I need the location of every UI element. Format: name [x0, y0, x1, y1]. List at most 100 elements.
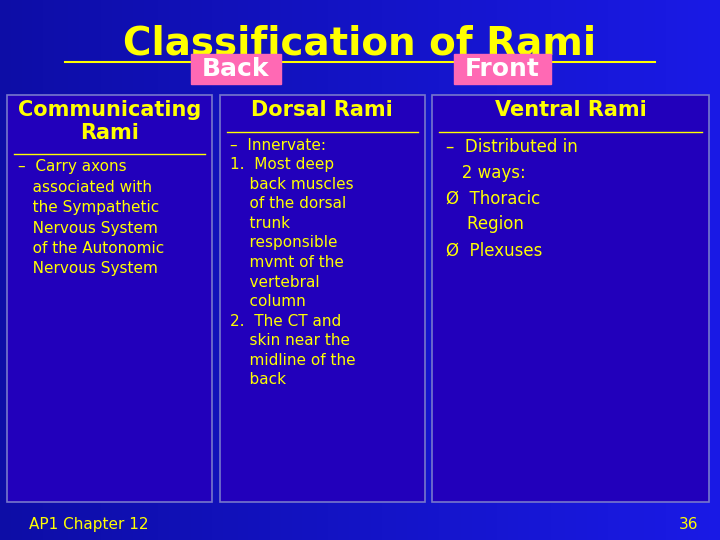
Bar — [526, 0, 529, 540]
Bar — [29, 0, 32, 540]
Bar — [180, 0, 184, 540]
Bar — [256, 0, 259, 540]
Bar — [263, 0, 266, 540]
FancyBboxPatch shape — [191, 54, 281, 84]
Text: –  Carry axons
   associated with
   the Sympathetic
   Nervous System
   of the: – Carry axons associated with the Sympat… — [18, 159, 164, 276]
Bar — [43, 0, 47, 540]
Bar — [493, 0, 497, 540]
Bar — [680, 0, 684, 540]
Bar — [698, 0, 702, 540]
Bar — [396, 0, 400, 540]
Bar — [119, 0, 122, 540]
Bar — [648, 0, 652, 540]
Bar — [313, 0, 317, 540]
Bar — [76, 0, 79, 540]
Bar — [191, 0, 194, 540]
Bar — [335, 0, 338, 540]
Bar — [194, 0, 198, 540]
Bar — [425, 0, 428, 540]
Bar — [270, 0, 274, 540]
Bar — [407, 0, 410, 540]
Bar — [155, 0, 158, 540]
Bar — [536, 0, 540, 540]
Bar — [18, 0, 22, 540]
Bar — [97, 0, 101, 540]
Bar — [68, 0, 72, 540]
Bar — [101, 0, 104, 540]
Bar — [695, 0, 698, 540]
Bar — [205, 0, 209, 540]
Bar — [94, 0, 97, 540]
Bar — [486, 0, 490, 540]
Bar — [292, 0, 295, 540]
Bar — [673, 0, 677, 540]
Bar — [148, 0, 151, 540]
Bar — [472, 0, 475, 540]
Text: Front: Front — [465, 57, 539, 81]
Bar — [349, 0, 353, 540]
Bar — [410, 0, 414, 540]
Bar — [306, 0, 310, 540]
Bar — [234, 0, 238, 540]
Bar — [281, 0, 284, 540]
Bar — [130, 0, 133, 540]
Bar — [630, 0, 634, 540]
Bar — [187, 0, 191, 540]
Bar — [403, 0, 407, 540]
Bar — [389, 0, 392, 540]
FancyBboxPatch shape — [220, 94, 425, 502]
Bar — [457, 0, 461, 540]
Bar — [666, 0, 670, 540]
Bar — [32, 0, 36, 540]
Bar — [266, 0, 270, 540]
Bar — [590, 0, 594, 540]
Text: –  Innervate:
1.  Most deep
    back muscles
    of the dorsal
    trunk
    res: – Innervate: 1. Most deep back muscles o… — [230, 138, 356, 387]
Bar — [86, 0, 90, 540]
Bar — [619, 0, 623, 540]
Bar — [446, 0, 450, 540]
Bar — [209, 0, 212, 540]
Bar — [594, 0, 598, 540]
Bar — [112, 0, 115, 540]
Bar — [158, 0, 162, 540]
Bar — [238, 0, 241, 540]
Bar — [572, 0, 576, 540]
Bar — [562, 0, 565, 540]
FancyBboxPatch shape — [454, 54, 551, 84]
Bar — [40, 0, 43, 540]
Bar — [569, 0, 572, 540]
Bar — [421, 0, 425, 540]
Bar — [626, 0, 630, 540]
Bar — [166, 0, 169, 540]
Bar — [706, 0, 709, 540]
Bar — [500, 0, 504, 540]
Bar — [302, 0, 306, 540]
Bar — [58, 0, 61, 540]
Bar — [641, 0, 644, 540]
Bar — [691, 0, 695, 540]
Bar — [374, 0, 378, 540]
Bar — [248, 0, 252, 540]
Bar — [414, 0, 418, 540]
Bar — [22, 0, 25, 540]
Bar — [328, 0, 331, 540]
Bar — [382, 0, 385, 540]
Text: Dorsal Rami: Dorsal Rami — [251, 100, 393, 120]
Bar — [50, 0, 54, 540]
Bar — [587, 0, 590, 540]
Bar — [338, 0, 342, 540]
Text: Ventral Rami: Ventral Rami — [495, 100, 647, 120]
FancyBboxPatch shape — [432, 94, 709, 502]
Bar — [450, 0, 454, 540]
Bar — [212, 0, 216, 540]
Bar — [216, 0, 220, 540]
Bar — [126, 0, 130, 540]
Bar — [454, 0, 457, 540]
Bar — [479, 0, 482, 540]
Bar — [108, 0, 112, 540]
Bar — [688, 0, 691, 540]
Bar — [342, 0, 346, 540]
Bar — [7, 0, 11, 540]
Bar — [716, 0, 720, 540]
Bar — [551, 0, 554, 540]
